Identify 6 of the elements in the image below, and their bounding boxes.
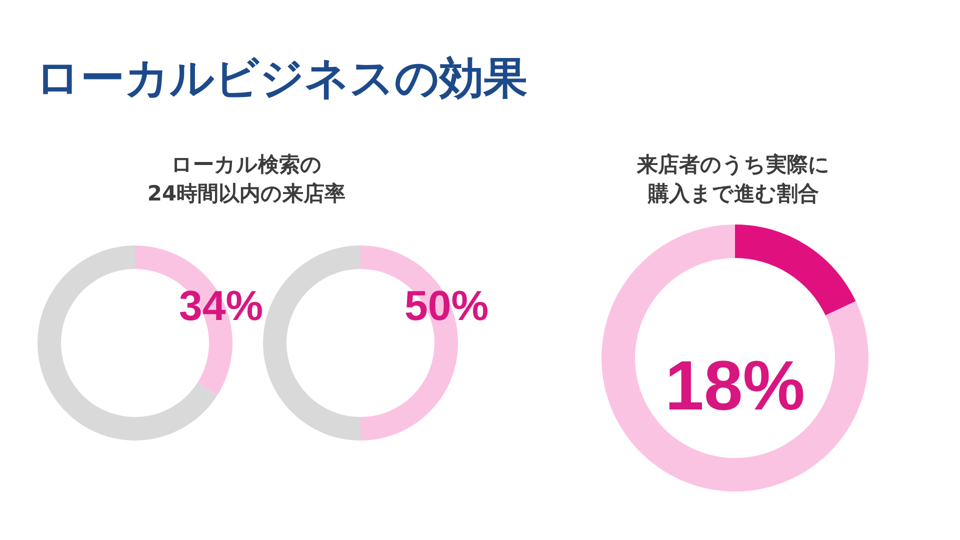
chart-subtitle: 来店者のうち実際に購入まで進む割合 xyxy=(636,152,830,206)
text: 18% xyxy=(664,346,806,424)
data-label: 34% xyxy=(179,282,264,329)
chart-subtitle: ローカル検索の24時間以内の来店率 xyxy=(147,152,346,206)
chart-title: ローカルビジネスの効果 xyxy=(36,53,528,104)
data-label: 50% xyxy=(404,282,489,329)
